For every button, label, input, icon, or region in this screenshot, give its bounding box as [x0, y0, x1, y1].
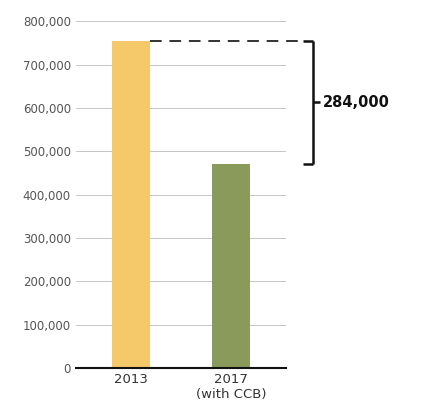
- Bar: [112, 41, 150, 368]
- Text: 284,000: 284,000: [323, 95, 390, 110]
- Bar: [212, 164, 250, 368]
